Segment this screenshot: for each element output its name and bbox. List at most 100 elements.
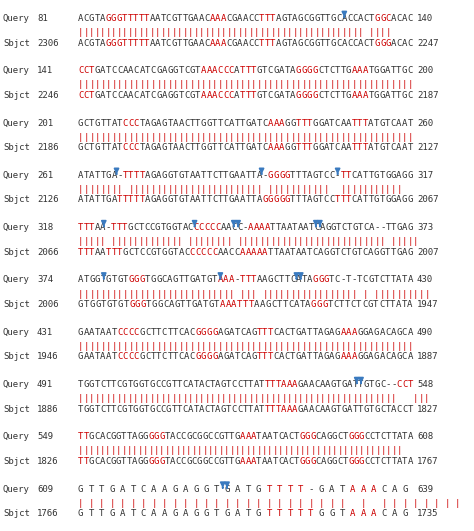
Text: |: | <box>184 342 190 351</box>
Text: T: T <box>246 509 251 518</box>
Text: A: A <box>408 276 413 285</box>
Text: A: A <box>350 485 356 494</box>
Text: T: T <box>121 432 127 441</box>
Text: C: C <box>318 66 323 75</box>
Text: A: A <box>83 328 89 337</box>
Text: |: | <box>368 342 374 351</box>
Text: G: G <box>256 91 262 100</box>
Text: G: G <box>166 405 171 414</box>
Text: |: | <box>259 28 264 37</box>
Text: |: | <box>287 394 292 403</box>
Text: T: T <box>78 457 83 466</box>
Text: T: T <box>84 300 89 309</box>
Text: G: G <box>167 66 173 75</box>
Text: G: G <box>402 195 407 204</box>
Text: A: A <box>156 118 162 127</box>
Text: 431: 431 <box>37 328 53 337</box>
Text: |: | <box>281 28 287 37</box>
Text: A: A <box>221 223 226 232</box>
Text: A: A <box>279 248 284 257</box>
Text: |: | <box>219 447 224 456</box>
Text: A: A <box>199 39 204 48</box>
Text: A: A <box>368 248 374 257</box>
Text: T: T <box>391 91 396 100</box>
Text: A: A <box>210 14 215 23</box>
Text: C: C <box>128 328 134 337</box>
Text: |: | <box>149 394 155 403</box>
Text: C: C <box>199 223 204 232</box>
Text: C: C <box>212 171 218 180</box>
Text: A: A <box>100 328 106 337</box>
Text: T: T <box>256 143 262 152</box>
Text: |: | <box>105 394 111 403</box>
Text: |: | <box>259 394 264 403</box>
Text: |: | <box>199 394 204 403</box>
Text: T: T <box>145 66 150 75</box>
Text: T: T <box>294 457 300 466</box>
Text: C: C <box>303 39 309 48</box>
Text: T: T <box>123 195 128 204</box>
Text: |: | <box>246 133 251 142</box>
Text: A: A <box>324 118 329 127</box>
Text: |: | <box>385 289 391 298</box>
Text: |: | <box>111 28 116 37</box>
Text: A: A <box>169 300 174 309</box>
Text: A: A <box>294 300 299 309</box>
Text: |: | <box>303 394 309 403</box>
Text: A: A <box>89 353 94 361</box>
Text: A: A <box>279 143 284 152</box>
Text: |: | <box>352 133 357 142</box>
Text: A: A <box>100 457 105 466</box>
Text: A: A <box>156 195 162 204</box>
Text: A: A <box>215 14 221 23</box>
Text: T: T <box>369 14 374 23</box>
Text: A: A <box>402 248 407 257</box>
Text: T: T <box>386 457 392 466</box>
Text: C: C <box>370 432 375 441</box>
Text: 317: 317 <box>417 171 433 180</box>
Text: G: G <box>402 171 407 180</box>
Text: G: G <box>262 195 268 204</box>
Text: G: G <box>397 223 402 232</box>
Text: |: | <box>312 185 318 194</box>
Text: |: | <box>270 394 275 403</box>
Text: T: T <box>195 118 201 127</box>
Text: T: T <box>78 223 83 232</box>
Text: C: C <box>362 300 367 309</box>
Text: |: | <box>352 185 357 194</box>
Text: A: A <box>391 39 396 48</box>
Text: G: G <box>256 509 261 518</box>
Text: C: C <box>193 223 199 232</box>
Text: G: G <box>201 143 206 152</box>
Text: C: C <box>248 14 254 23</box>
Text: |: | <box>308 499 314 508</box>
Text: T: T <box>78 432 83 441</box>
Text: A: A <box>402 39 407 48</box>
Text: A: A <box>120 485 125 494</box>
Text: |: | <box>340 342 346 351</box>
Text: G: G <box>300 432 305 441</box>
Text: C: C <box>324 171 329 180</box>
Text: |: | <box>210 237 215 246</box>
Text: T: T <box>246 195 251 204</box>
Text: A: A <box>262 248 268 257</box>
Text: T: T <box>385 118 391 127</box>
Text: A: A <box>256 276 262 285</box>
Text: |: | <box>246 185 251 194</box>
Text: C: C <box>223 91 228 100</box>
Text: |: | <box>434 499 439 508</box>
Text: G: G <box>348 457 354 466</box>
Text: A: A <box>268 143 273 152</box>
Text: T: T <box>95 171 100 180</box>
Text: |: | <box>324 289 329 298</box>
Text: T: T <box>396 91 401 100</box>
Text: T: T <box>190 143 195 152</box>
Text: |: | <box>262 342 268 351</box>
Text: C: C <box>329 195 335 204</box>
Text: |: | <box>391 133 396 142</box>
Text: |: | <box>413 237 419 246</box>
Text: G: G <box>123 248 128 257</box>
Text: G: G <box>78 300 83 309</box>
Text: |: | <box>134 289 139 298</box>
Text: |: | <box>117 28 122 37</box>
